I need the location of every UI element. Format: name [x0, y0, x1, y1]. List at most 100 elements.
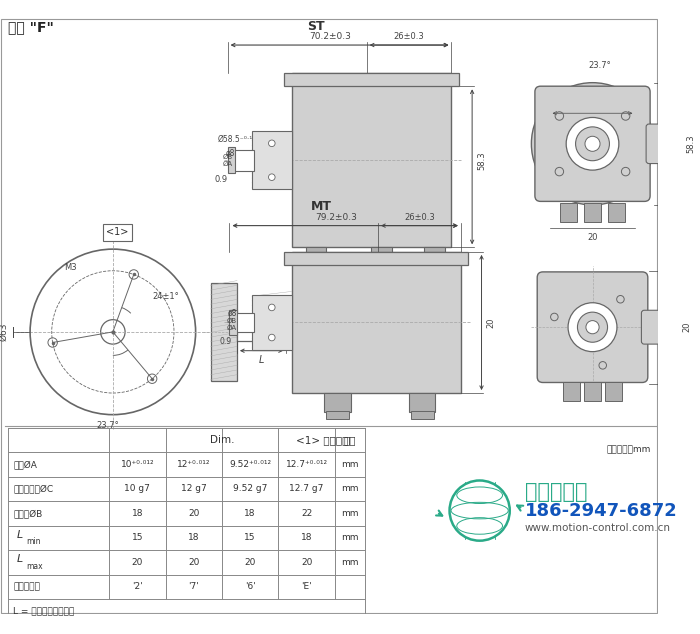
- Text: 12 g7: 12 g7: [181, 484, 206, 493]
- Text: 18: 18: [244, 509, 256, 518]
- Circle shape: [586, 321, 599, 333]
- Text: 20: 20: [188, 558, 199, 567]
- Bar: [325, 393, 351, 412]
- Text: 0.9: 0.9: [219, 337, 232, 346]
- Text: 24±1°: 24±1°: [153, 292, 179, 301]
- Text: mm: mm: [341, 460, 358, 469]
- FancyBboxPatch shape: [641, 310, 664, 344]
- Text: ø8: ø8: [225, 148, 235, 157]
- Bar: [424, 247, 444, 268]
- Text: 20: 20: [486, 317, 496, 328]
- Bar: [228, 147, 235, 174]
- FancyBboxPatch shape: [535, 86, 650, 202]
- Circle shape: [568, 303, 617, 352]
- Text: mm: mm: [341, 533, 358, 542]
- Text: 15: 15: [244, 533, 256, 542]
- Text: 15: 15: [132, 533, 143, 542]
- Bar: [284, 74, 459, 86]
- Circle shape: [585, 136, 600, 152]
- Circle shape: [531, 82, 654, 205]
- Text: 26±0.3: 26±0.3: [404, 212, 435, 222]
- Text: min: min: [27, 537, 41, 546]
- Bar: [233, 150, 254, 171]
- Circle shape: [269, 334, 275, 341]
- Text: 23.7°: 23.7°: [589, 61, 611, 70]
- Bar: [235, 313, 254, 332]
- Text: L = 匹配轴的深入长度: L = 匹配轴的深入长度: [13, 607, 74, 616]
- Text: 尺寸单位：mm: 尺寸单位：mm: [606, 445, 651, 454]
- Text: 20: 20: [587, 233, 598, 242]
- FancyBboxPatch shape: [104, 224, 132, 241]
- Bar: [372, 247, 392, 268]
- Text: 轴类型代码: 轴类型代码: [13, 582, 40, 592]
- Text: ST: ST: [307, 20, 325, 33]
- Bar: [584, 382, 601, 401]
- Text: 70.2±0.3: 70.2±0.3: [309, 32, 351, 41]
- Bar: [426, 266, 443, 275]
- Text: 0.9: 0.9: [214, 174, 228, 184]
- Text: 20: 20: [188, 509, 199, 518]
- Text: ØA: ØA: [227, 325, 237, 331]
- Bar: [307, 266, 325, 275]
- Bar: [584, 203, 601, 222]
- Bar: [306, 247, 326, 268]
- Text: Ø63: Ø63: [0, 323, 8, 341]
- Text: ØB: ØB: [223, 153, 233, 160]
- Text: 58.3: 58.3: [477, 151, 486, 169]
- Circle shape: [269, 174, 275, 181]
- Text: ø8: ø8: [228, 309, 237, 318]
- Bar: [373, 266, 391, 275]
- Text: '7': '7': [188, 582, 199, 592]
- Text: Ø58.5⁻⁰·¹: Ø58.5⁻⁰·¹: [218, 135, 253, 144]
- Text: 西安德伍拓: 西安德伍拓: [525, 482, 587, 501]
- Text: M3: M3: [64, 264, 77, 273]
- Text: 20: 20: [132, 558, 143, 567]
- Text: 夹紧环ØB: 夹紧环ØB: [13, 509, 43, 518]
- Circle shape: [575, 127, 610, 161]
- Text: Dim.: Dim.: [210, 435, 235, 445]
- Bar: [284, 252, 468, 265]
- Text: 18: 18: [188, 533, 199, 542]
- Bar: [252, 295, 292, 350]
- Text: '6': '6': [245, 582, 255, 592]
- Bar: [292, 252, 461, 393]
- Text: 26±0.3: 26±0.3: [393, 32, 424, 41]
- Text: 匹配连接轴ØC: 匹配连接轴ØC: [13, 484, 53, 493]
- Text: 20: 20: [682, 322, 691, 332]
- Bar: [411, 411, 433, 419]
- Text: 58.3: 58.3: [687, 134, 696, 153]
- Text: 22: 22: [301, 509, 312, 518]
- Text: 12⁺⁰·⁰¹²: 12⁺⁰·⁰¹²: [177, 460, 211, 469]
- Text: 23.7°: 23.7°: [97, 422, 120, 430]
- Text: www.motion-control.com.cn: www.motion-control.com.cn: [525, 522, 671, 533]
- Text: 18: 18: [301, 533, 312, 542]
- Text: max: max: [27, 562, 43, 571]
- Text: 9.52⁺⁰·⁰¹²: 9.52⁺⁰·⁰¹²: [229, 460, 271, 469]
- Bar: [211, 283, 237, 381]
- Text: 10⁺⁰·⁰¹²: 10⁺⁰·⁰¹²: [120, 460, 154, 469]
- Text: 'E': 'E': [301, 582, 312, 592]
- Bar: [292, 74, 452, 247]
- Bar: [326, 411, 349, 419]
- FancyBboxPatch shape: [646, 124, 673, 164]
- Text: MT: MT: [311, 200, 332, 213]
- Text: mm: mm: [341, 558, 358, 567]
- Text: 79.2±0.3: 79.2±0.3: [315, 212, 357, 222]
- Text: L: L: [259, 355, 264, 365]
- Text: '2': '2': [132, 582, 143, 592]
- Text: <1> 客户端面: <1> 客户端面: [296, 435, 349, 445]
- Text: 12.7⁺⁰·⁰¹²: 12.7⁺⁰·⁰¹²: [286, 460, 328, 469]
- Text: 12.7 g7: 12.7 g7: [289, 484, 324, 493]
- Text: <1>: <1>: [106, 227, 129, 237]
- Text: mm: mm: [341, 509, 358, 518]
- Bar: [608, 203, 625, 222]
- Circle shape: [269, 140, 275, 146]
- Text: 10 g7: 10 g7: [125, 484, 150, 493]
- Text: 9.52 g7: 9.52 g7: [233, 484, 267, 493]
- Circle shape: [269, 304, 275, 311]
- Circle shape: [449, 481, 510, 541]
- Text: 18: 18: [132, 509, 143, 518]
- Bar: [252, 131, 292, 190]
- Bar: [230, 310, 237, 335]
- Text: 20: 20: [244, 558, 256, 567]
